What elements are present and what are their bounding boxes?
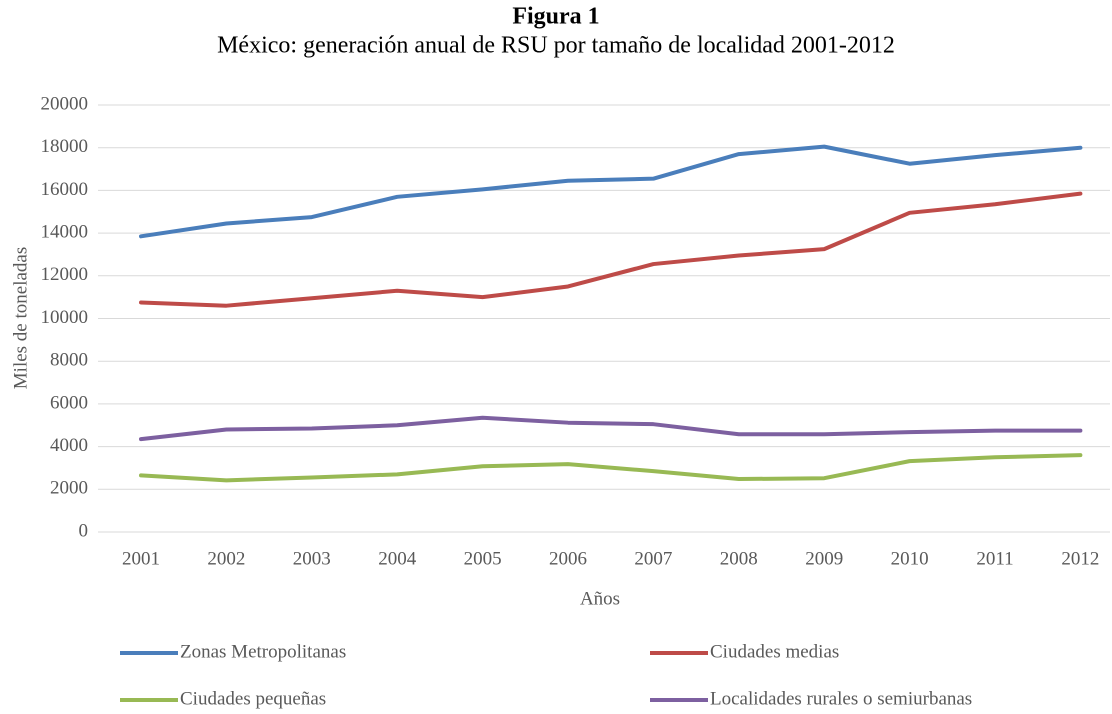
x-tick-label: 2004 (378, 548, 417, 569)
series-line (139, 144, 1083, 239)
y-tick-label: 16000 (41, 179, 89, 200)
x-axis-label: Años (580, 588, 620, 609)
x-tick-label: 2011 (976, 548, 1013, 569)
x-tick-label: 2003 (293, 548, 331, 569)
y-tick-label: 10000 (41, 307, 89, 328)
series-line (139, 191, 1083, 308)
x-tick-label: 2002 (207, 548, 245, 569)
x-tick-label: 2012 (1061, 548, 1099, 569)
x-tick-label: 2001 (122, 548, 160, 569)
y-tick-label: 8000 (50, 350, 88, 371)
y-axis-label: Miles de toneladas (10, 247, 31, 389)
y-tick-label: 2000 (50, 478, 88, 499)
chart-subtitle: México: generación anual de RSU por tama… (217, 33, 895, 59)
y-tick-label: 6000 (50, 392, 88, 413)
legend-label: Localidades rurales o semiurbanas (710, 688, 972, 709)
series-line (139, 453, 1083, 483)
x-tick-label: 2008 (720, 548, 758, 569)
x-tick-label: 2010 (891, 548, 929, 569)
legend-label: Zonas Metropolitanas (180, 641, 346, 662)
legend-label: Ciudades medias (710, 641, 839, 662)
chart-title: Figura 1 (512, 4, 599, 30)
x-tick-label: 2009 (805, 548, 843, 569)
y-tick-label: 14000 (41, 221, 89, 242)
y-tick-label: 18000 (41, 136, 89, 157)
y-tick-label: 20000 (41, 93, 89, 114)
x-tick-label: 2005 (464, 548, 502, 569)
y-tick-label: 4000 (50, 435, 88, 456)
x-tick-label: 2006 (549, 548, 587, 569)
series-line (139, 415, 1083, 442)
legend-label: Ciudades pequeñas (180, 688, 326, 709)
x-tick-label: 2007 (634, 548, 672, 569)
y-tick-label: 0 (79, 520, 89, 541)
y-tick-label: 12000 (41, 264, 89, 285)
